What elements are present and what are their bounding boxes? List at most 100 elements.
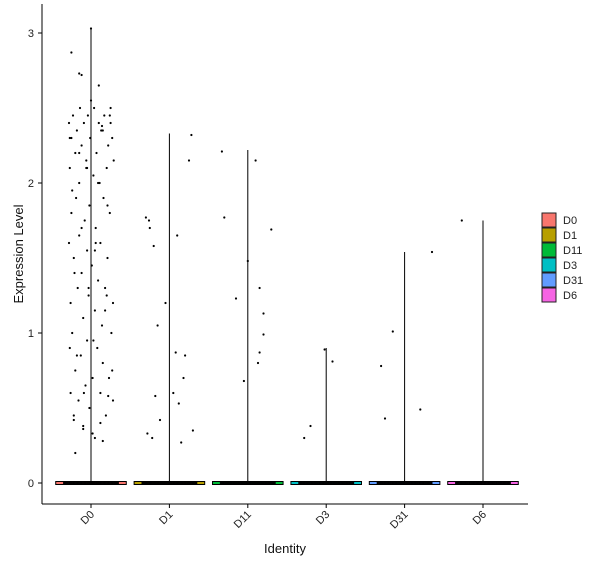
data-point (180, 441, 183, 444)
data-point (187, 159, 191, 162)
legend-swatch-d3 (541, 257, 557, 273)
data-point (97, 181, 100, 185)
data-point (80, 271, 83, 275)
data-point (419, 408, 422, 411)
data-point (80, 144, 83, 147)
data-point (90, 264, 93, 267)
data-point (82, 121, 85, 125)
data-point (78, 106, 82, 110)
data-point (191, 429, 194, 432)
data-point (74, 451, 77, 455)
data-point (105, 294, 108, 297)
data-point (331, 360, 334, 363)
data-point (154, 394, 157, 398)
legend-label-d0: D0 (563, 215, 577, 227)
data-point (151, 436, 154, 440)
data-point (75, 354, 78, 357)
axes (41, 4, 528, 505)
data-point (174, 351, 177, 354)
legend: D0 D1 D11 D3 D31 D6 (541, 212, 583, 303)
data-point (101, 129, 104, 132)
x-tick-label: D11 (232, 509, 254, 531)
legend-swatch-d31 (541, 272, 557, 288)
data-point (391, 330, 394, 333)
data-point (309, 424, 312, 428)
data-point (103, 114, 106, 117)
data-point (67, 121, 71, 125)
legend-label-d11: D11 (563, 245, 582, 257)
data-point (158, 418, 162, 422)
data-point (82, 427, 85, 431)
data-point (262, 333, 265, 336)
data-point (86, 114, 89, 117)
data-point (100, 324, 104, 327)
data-point (110, 331, 113, 335)
data-point (93, 106, 96, 110)
data-point (111, 399, 115, 402)
data-point (75, 196, 78, 200)
x-ticks: D0 D1 D11 D3 D31 D6 (79, 504, 489, 531)
data-point (383, 417, 387, 420)
chart-marks (55, 27, 519, 485)
data-point (430, 250, 434, 254)
data-point (107, 376, 111, 380)
data-point (99, 391, 102, 395)
data-point (99, 241, 102, 245)
data-point (254, 159, 257, 162)
data-point (106, 256, 109, 260)
data-point (258, 351, 261, 354)
x-tick-label: D6 (471, 509, 489, 527)
data-point (89, 99, 93, 102)
data-point (152, 244, 155, 248)
x-tick-label: D0 (79, 509, 97, 527)
y-tick-label: 0 (28, 478, 34, 490)
data-point (74, 369, 77, 372)
data-point (68, 136, 71, 140)
data-point (101, 361, 104, 365)
data-point (242, 379, 245, 383)
legend-label-d31: D31 (563, 275, 583, 287)
zero-point (430, 481, 433, 485)
data-point (94, 241, 97, 245)
data-point (77, 399, 80, 402)
data-point (92, 339, 95, 342)
data-point (71, 189, 74, 192)
data-point (101, 439, 104, 443)
data-point (70, 51, 73, 54)
data-point (104, 309, 107, 312)
data-point (93, 436, 96, 440)
data-point (79, 354, 82, 357)
data-point (97, 84, 100, 87)
data-point (68, 346, 71, 350)
data-point (88, 406, 91, 410)
data-point (82, 424, 85, 428)
data-point (106, 204, 109, 207)
x-tick-label: D1 (157, 509, 175, 527)
data-point (68, 166, 71, 170)
data-point (80, 73, 83, 77)
data-point (89, 27, 93, 30)
data-point (71, 114, 75, 117)
data-point (96, 346, 99, 350)
legend-swatch-d1 (541, 227, 557, 243)
data-point (100, 124, 104, 128)
data-point (74, 151, 77, 155)
data-point (89, 136, 92, 140)
data-point (147, 219, 151, 222)
y-tick-label: 3 (28, 28, 34, 40)
data-point (88, 204, 91, 207)
data-point (72, 418, 75, 422)
data-point (262, 312, 265, 315)
data-point (97, 279, 100, 282)
data-point (67, 241, 71, 245)
data-point (93, 309, 96, 312)
data-point (156, 324, 159, 327)
data-point (246, 259, 249, 263)
data-point (105, 166, 108, 170)
data-point (92, 174, 95, 177)
zero-point (508, 481, 512, 485)
data-point (144, 216, 147, 219)
data-point (69, 301, 72, 305)
y-tick-label: 2 (28, 178, 34, 190)
